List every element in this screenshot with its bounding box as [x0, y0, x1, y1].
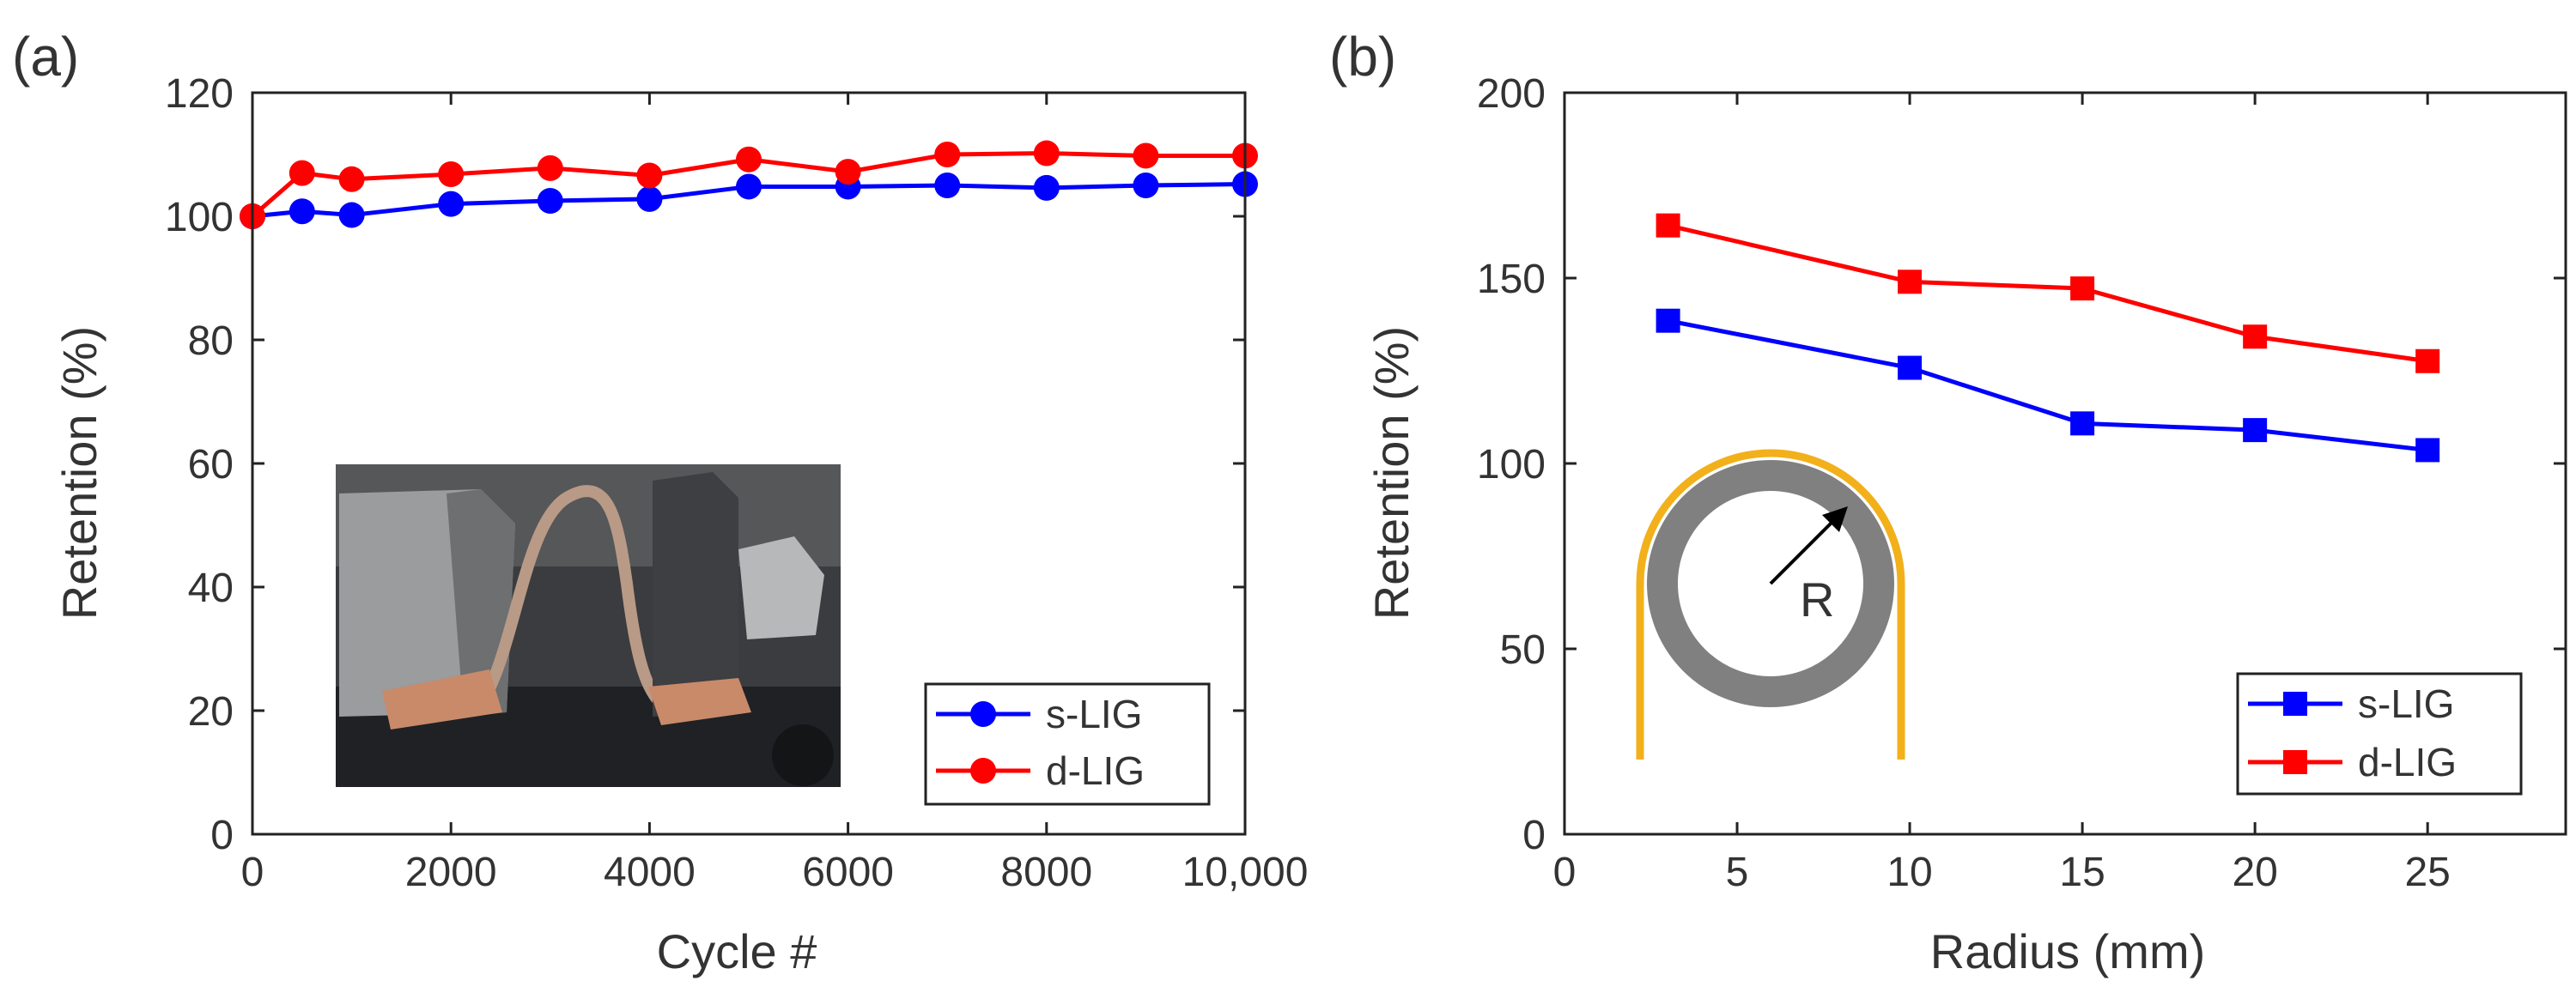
legend-b-s-lig-marker — [2283, 692, 2307, 716]
legend-d-lig-marker — [970, 758, 996, 784]
data-point-s-lig — [1133, 173, 1159, 198]
panel-b-label: (b) — [1329, 26, 1396, 88]
data-point-d-lig — [934, 142, 961, 167]
right-clamp — [653, 472, 738, 717]
panel-a-legend-box — [924, 682, 1211, 806]
x-tick-label: 20 — [2232, 850, 2277, 895]
x-tick-label: 10 — [1886, 850, 1932, 895]
radius-symbol: R — [1800, 572, 1834, 627]
y-tick-label: 0 — [1522, 813, 1546, 858]
panel-b-series — [1656, 213, 2440, 463]
y-tick-label: 80 — [188, 318, 234, 364]
y-tick-label: 150 — [1477, 257, 1546, 302]
panel-a-ylabel: Retention (%) — [52, 326, 106, 620]
data-point-s-lig — [338, 202, 365, 228]
y-tick-label: 100 — [165, 195, 234, 240]
data-point-s-lig — [2243, 418, 2268, 443]
copper-electrode-right — [648, 678, 751, 725]
photo-border — [334, 463, 842, 789]
x-tick-label: 15 — [2059, 850, 2105, 895]
data-point-d-lig — [1033, 140, 1060, 166]
legend-b-d-lig-label: d-LIG — [2358, 740, 2457, 784]
panel-a-legend: s-LIG d-LIG — [924, 682, 1211, 806]
panel-a-xlabel: Cycle # — [657, 924, 817, 978]
bending-fixture-photo — [334, 463, 842, 789]
data-point-d-lig — [2070, 276, 2095, 301]
data-point-d-lig — [537, 154, 563, 181]
x-tick-label: 5 — [1726, 850, 1749, 895]
data-point-s-lig — [1033, 174, 1060, 201]
y-tick-label: 20 — [188, 689, 234, 735]
legend-b-d-lig-marker — [2283, 750, 2307, 774]
x-tick-label: 25 — [2404, 850, 2450, 895]
data-point-s-lig — [736, 173, 762, 200]
panel-a-series — [240, 140, 1258, 229]
panel-a-label: (a) — [12, 26, 79, 88]
x-tick-label: 8000 — [1000, 850, 1092, 895]
panel-a-ticks: 0 2000 4000 6000 8000 10,000 0 20 40 60 80 100 120 — [165, 71, 1309, 895]
bending-radius-diagram: R — [1636, 449, 1905, 760]
data-point-s-lig — [537, 188, 563, 214]
data-point-d-lig — [438, 161, 465, 188]
data-point-d-lig — [1133, 142, 1159, 169]
series-line-s-lig — [1668, 318, 2428, 452]
y-tick-label: 60 — [188, 442, 234, 487]
y-tick-label: 120 — [165, 71, 234, 117]
data-point-s-lig — [2415, 438, 2440, 463]
data-point-d-lig — [2415, 348, 2440, 373]
data-point-d-lig — [636, 162, 663, 189]
x-tick-label: 2000 — [405, 850, 497, 895]
data-point-d-lig — [835, 159, 861, 185]
data-point-s-lig — [1656, 308, 1680, 333]
table-hole — [772, 724, 834, 786]
x-tick-label: 6000 — [802, 850, 894, 895]
radius-arrowhead — [1822, 506, 1848, 532]
panel-b-ticks: 0 5 10 15 20 25 0 50 100 150 200 — [1477, 71, 2566, 895]
panel-b-xlabel: Radius (mm) — [1930, 924, 2205, 978]
radius-arrow — [1769, 513, 1841, 585]
wrapped-foil — [1636, 449, 1905, 760]
data-point-d-lig — [1656, 213, 1680, 238]
legend-b-s-lig-label: s-LIG — [2358, 681, 2454, 726]
data-point-d-lig — [338, 166, 365, 192]
legend-s-lig-marker — [970, 701, 996, 727]
y-tick-label: 50 — [1500, 627, 1546, 673]
screw-head — [738, 536, 824, 639]
data-point-d-lig — [736, 146, 762, 173]
data-point-d-lig — [289, 160, 315, 186]
panel-b-ylabel: Retention (%) — [1364, 326, 1419, 620]
data-point-d-lig — [2243, 324, 2268, 349]
x-tick-label: 4000 — [604, 850, 696, 895]
legend-d-lig-label: d-LIG — [1046, 748, 1145, 793]
copper-electrode-left — [382, 669, 502, 730]
data-point-d-lig — [1898, 269, 1923, 294]
flexible-sample — [476, 485, 666, 708]
data-point-s-lig — [934, 173, 961, 198]
y-tick-label: 0 — [210, 813, 234, 858]
x-tick-label: 10,000 — [1182, 850, 1309, 895]
panel-a: (a) Retention (%) Cycle # 0 2000 4000 6000 8… — [12, 26, 1308, 978]
panel-a-axes-frame — [251, 91, 1247, 836]
x-tick-label: 0 — [1553, 850, 1577, 895]
y-tick-label: 40 — [188, 566, 234, 611]
data-point-s-lig — [438, 191, 465, 217]
y-tick-label: 100 — [1477, 442, 1546, 487]
y-tick-label: 200 — [1477, 71, 1546, 117]
panel-b: (b) Retention (%) Radius (mm) 0 5 10 15 20 25… — [1329, 26, 2567, 978]
legend-s-lig-label: s-LIG — [1046, 692, 1142, 736]
data-point-s-lig — [1898, 355, 1923, 380]
data-point-s-lig — [636, 185, 663, 212]
panel-b-axes-frame — [1563, 91, 2567, 836]
mandrel-ring — [1647, 460, 1894, 707]
data-point-s-lig — [289, 198, 315, 225]
x-tick-label: 0 — [241, 850, 264, 895]
panel-b-legend: s-LIG d-LIG — [2236, 672, 2523, 796]
data-point-s-lig — [2070, 411, 2095, 436]
